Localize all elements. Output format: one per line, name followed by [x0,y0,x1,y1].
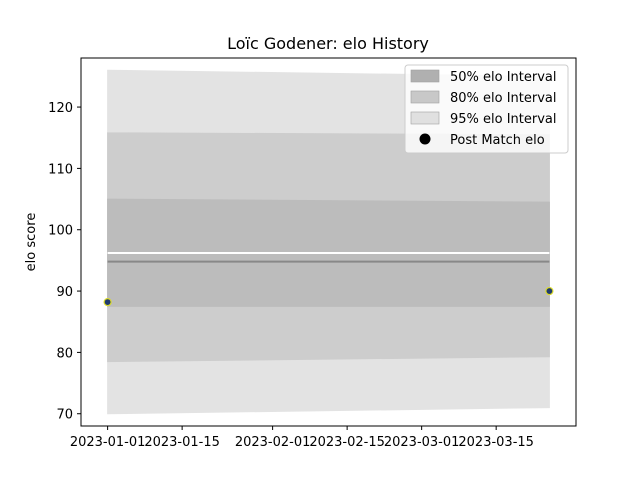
legend-label: 95% elo Interval [450,112,557,127]
legend-label: Post Match elo [450,133,545,148]
legend-swatch [410,69,440,83]
x-tick-label: 2023-03-01 [384,435,460,450]
x-tick-label: 2023-03-15 [458,435,534,450]
plot-frame [80,57,577,427]
legend-swatch [410,111,440,125]
legend-marker [419,133,431,145]
post-match-point [103,298,112,307]
y-tick-label: 100 [48,224,73,239]
chart-title: Loïc Godener: elo History [227,34,429,53]
y-tick-label: 120 [48,101,73,116]
x-tick-label: 2023-01-01 [70,435,146,450]
y-tick-label: 80 [56,346,73,361]
x-tick-label: 2023-02-01 [235,435,311,450]
y-tick-label: 70 [56,408,73,423]
legend-label: 80% elo Interval [450,91,557,106]
x-tick-label: 2023-02-15 [309,435,385,450]
y-axis-ticks: 70 80 90 100 110 120 [48,101,81,423]
y-tick-label: 110 [48,162,73,177]
y-axis-label: elo score [24,213,39,272]
reference-lines [107,252,550,263]
post-match-point [545,286,554,296]
legend: 50% elo Interval 80% elo Interval 95% elo … [404,64,569,154]
x-tick-label: 2023-01-15 [144,435,220,450]
y-tick-label: 90 [56,285,73,300]
legend-swatch [410,90,440,104]
post-match-points [103,286,554,307]
legend-box [404,64,569,154]
legend-label: 50% elo Interval [450,70,557,85]
